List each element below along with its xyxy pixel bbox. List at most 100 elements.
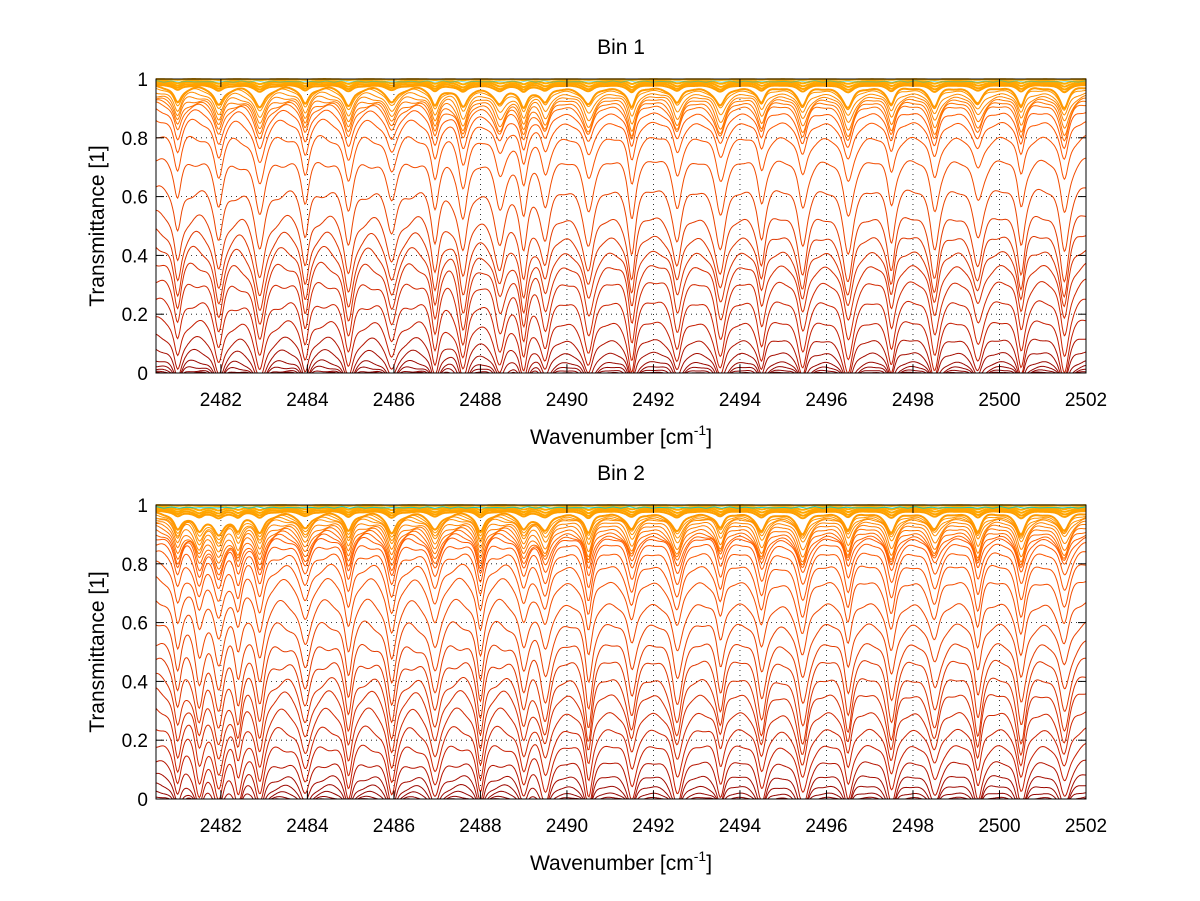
- x-tick-label: 2482: [200, 390, 242, 411]
- tick-marks: [156, 504, 1087, 800]
- series-line-12: [155, 529, 1087, 570]
- y-tick-labels: 0 0.2 0.4 0.6 0.8 1: [122, 70, 149, 385]
- series-line-25: [155, 707, 1087, 776]
- axes-box: [155, 78, 1087, 374]
- series-line-11: [155, 525, 1087, 564]
- y-tick-label: 1: [137, 70, 148, 91]
- series-line-20: [155, 620, 1087, 691]
- x-tick-label: 2496: [805, 390, 847, 411]
- y-tick-label: 0: [137, 364, 148, 385]
- x-tick-label: 2498: [892, 390, 934, 411]
- y-tick-label: 0.2: [122, 731, 148, 752]
- x-axis-label-main: Wavenumber [cm: [530, 426, 694, 449]
- y-tick-label: 0.2: [122, 305, 148, 326]
- x-tick-label: 2484: [286, 816, 329, 837]
- tick-marks: [156, 78, 1087, 374]
- x-tick-label: 2486: [373, 390, 415, 411]
- series-line-10: [155, 523, 1087, 558]
- series-line-7: [155, 91, 1087, 120]
- series-line-13: [155, 118, 1087, 166]
- x-tick-label: 2496: [805, 816, 847, 837]
- subplot-bin-2: 2482 2484 2486 2488 2490 2492 2494 2496 2498 2500…: [86, 462, 1107, 875]
- x-tick-label: 2490: [546, 390, 588, 411]
- series-line-29: [155, 772, 1086, 800]
- x-tick-label: 2486: [373, 816, 415, 837]
- series-line-12: [155, 108, 1087, 151]
- y-tick-label: 0.8: [122, 555, 148, 576]
- series-line-17: [155, 209, 1087, 283]
- x-axis-label-superscript: -1: [694, 422, 707, 438]
- series-line-15: [155, 157, 1087, 221]
- series-line-23: [156, 672, 1087, 746]
- series-line-24: [155, 333, 1087, 374]
- x-tick-label: 2502: [1065, 390, 1107, 411]
- series-line-10: [155, 99, 1087, 138]
- x-tick-label: 2500: [978, 390, 1020, 411]
- series-line-22: [155, 297, 1086, 361]
- y-tick-label: 0.4: [122, 246, 149, 267]
- y-axis-label: Transmittance [1]: [86, 145, 109, 306]
- series-line-4: [156, 510, 1087, 520]
- series-line-13: [155, 532, 1087, 576]
- series-line-27: [155, 742, 1087, 800]
- series-line-5: [155, 85, 1086, 110]
- series-line-3: [155, 508, 1086, 517]
- series-line-22: [155, 657, 1086, 729]
- x-tick-label: 2494: [719, 390, 762, 411]
- series-line-15: [155, 542, 1087, 589]
- x-tick-labels: 2482 2484 2486 2488 2490 2492 2494 2496 2498 2500…: [200, 816, 1107, 837]
- x-axis-label-superscript: -1: [694, 848, 707, 864]
- x-tick-label: 2490: [546, 816, 588, 837]
- y-tick-label: 0.8: [122, 129, 148, 150]
- series-line-top-accent: [155, 505, 1087, 509]
- series-line-14: [155, 536, 1087, 581]
- series-line-16: [155, 185, 1087, 256]
- series-line-7: [155, 516, 1087, 544]
- series-line-1: [156, 505, 1086, 512]
- subplot-bin-1: 2482 2484 2486 2488 2490 2492 2494 2496 2498 2500…: [86, 36, 1107, 449]
- x-tick-label: 2498: [892, 816, 934, 837]
- y-tick-label: 0.6: [122, 614, 148, 635]
- series-line-21: [155, 640, 1087, 712]
- x-tick-label: 2488: [459, 816, 501, 837]
- x-tick-label: 2482: [200, 816, 242, 837]
- series-line-28: [155, 759, 1087, 800]
- series-line-3: [155, 82, 1086, 91]
- y-tick-label: 0.6: [122, 188, 148, 209]
- series-line-8: [155, 94, 1087, 127]
- series-line-8: [156, 517, 1087, 547]
- series-line-19: [155, 245, 1087, 315]
- x-tick-label: 2492: [632, 816, 674, 837]
- series-group: [155, 78, 1087, 374]
- x-tick-label: 2484: [286, 390, 329, 411]
- x-axis-label: Wavenumber [cm-1]: [530, 848, 712, 875]
- series-line-17: [155, 560, 1086, 619]
- chart-title: Bin 1: [597, 36, 645, 59]
- series-line-9: [155, 97, 1087, 132]
- series-line-6: [155, 514, 1087, 541]
- series-line-21: [155, 278, 1087, 347]
- y-tick-labels: 0 0.2 0.4 0.6 0.8 1: [122, 496, 149, 811]
- series-line-11: [155, 101, 1086, 142]
- series-line-18: [155, 575, 1087, 640]
- series-line-9: [155, 520, 1087, 553]
- series-line-5: [155, 511, 1087, 537]
- x-tick-label: 2488: [459, 390, 501, 411]
- series-line-14: [155, 134, 1087, 190]
- series-line-top-accent: [155, 79, 1087, 83]
- chart-title: Bin 2: [597, 462, 645, 485]
- y-axis-label: Transmittance [1]: [86, 571, 109, 732]
- x-tick-label: 2500: [978, 816, 1020, 837]
- x-axis-label: Wavenumber [cm-1]: [530, 422, 712, 449]
- series-line-16: [155, 550, 1086, 602]
- series-line-18: [155, 228, 1087, 300]
- series-line-26: [155, 725, 1087, 790]
- x-tick-label: 2494: [719, 816, 762, 837]
- y-tick-label: 0: [137, 790, 148, 811]
- x-axis-label-end: ]: [706, 426, 712, 449]
- x-axis-label-end: ]: [706, 852, 712, 875]
- y-tick-label: 0.4: [122, 672, 149, 693]
- x-tick-labels: 2482 2484 2486 2488 2490 2492 2494 2496 2498 2500…: [200, 390, 1107, 411]
- axes-box: [155, 504, 1087, 800]
